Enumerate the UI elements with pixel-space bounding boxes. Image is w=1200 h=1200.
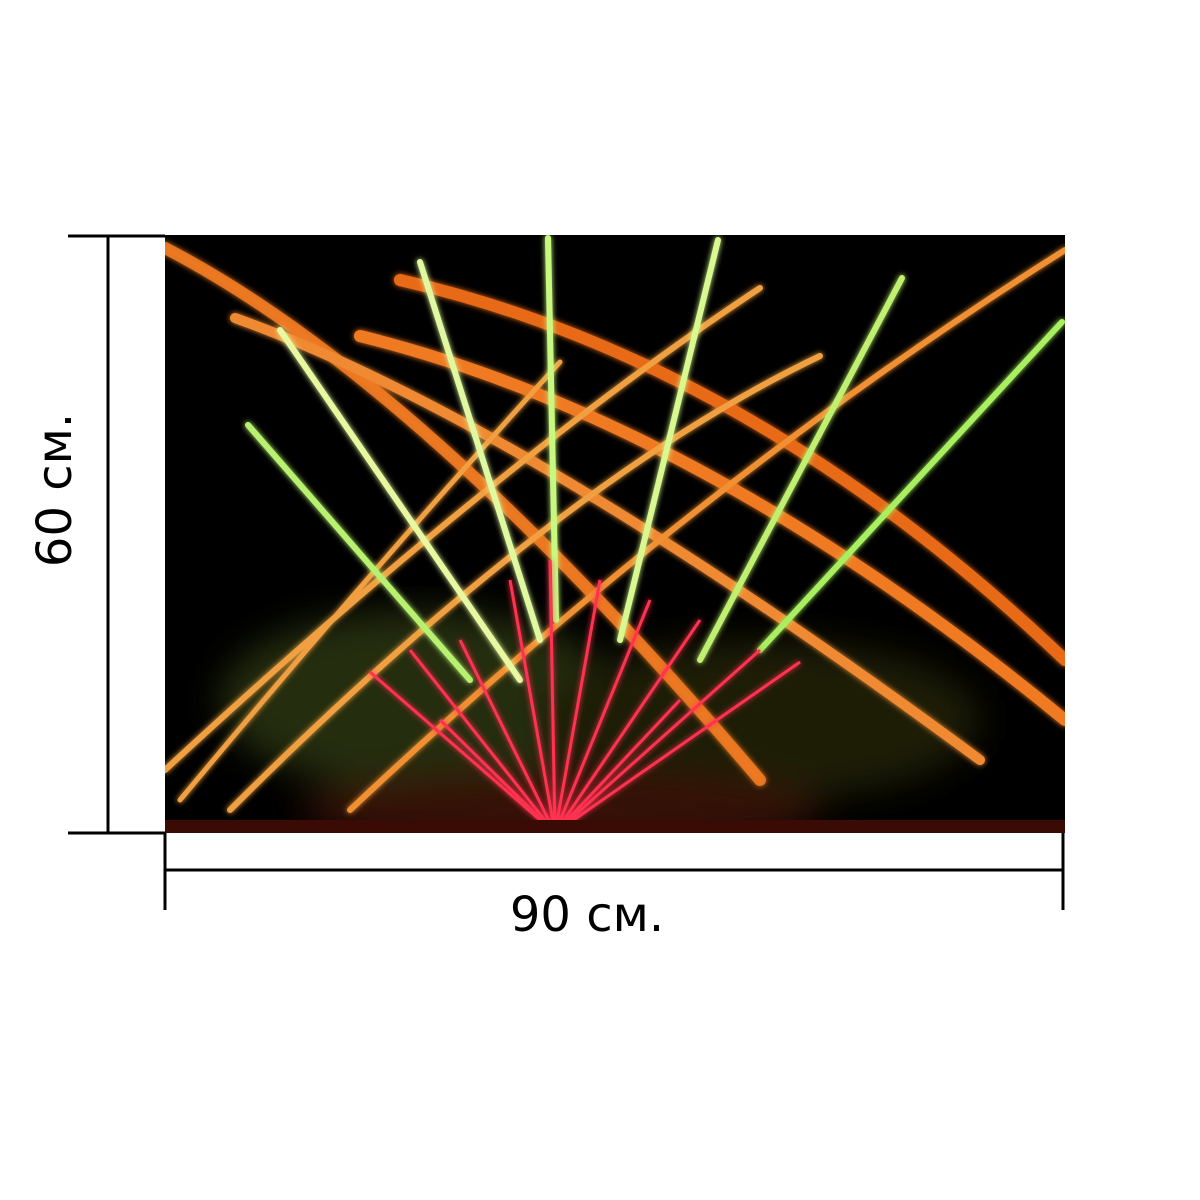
width-dimension: 90 см.	[163, 833, 1065, 943]
red-burst	[369, 559, 801, 833]
height-label: 60 см.	[27, 413, 83, 567]
ground	[165, 820, 1065, 833]
height-dimension: 60 см.	[27, 234, 165, 835]
width-label: 90 см.	[510, 887, 664, 943]
photo	[165, 235, 1065, 833]
green-trails	[245, 235, 1065, 683]
